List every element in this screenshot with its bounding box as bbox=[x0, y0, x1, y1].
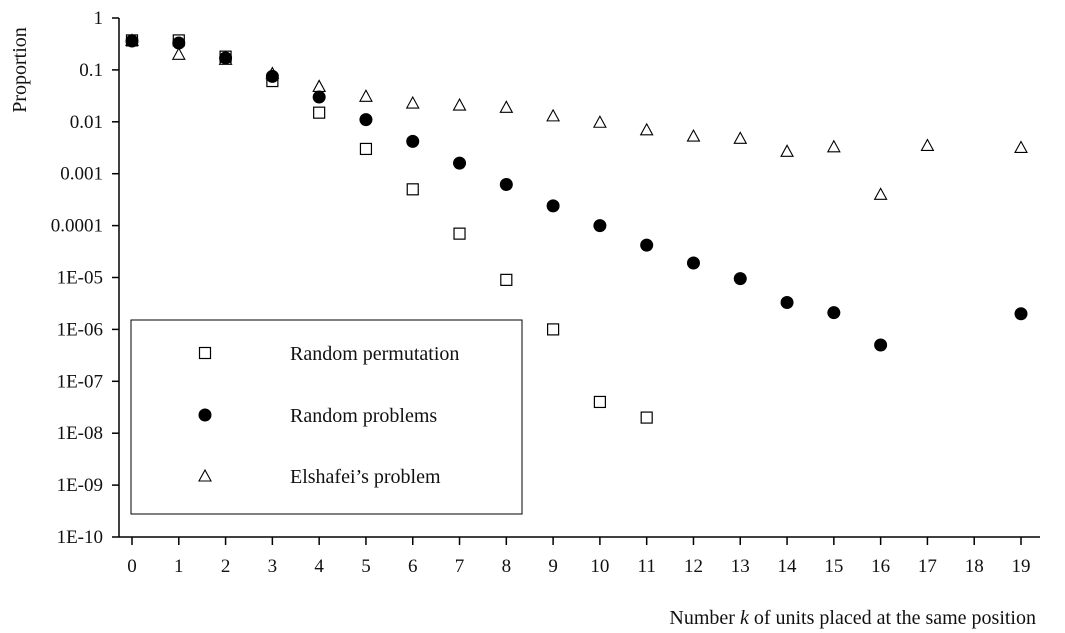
data-point bbox=[546, 199, 560, 213]
x-tick-label: 8 bbox=[502, 556, 512, 577]
data-point bbox=[359, 113, 373, 127]
x-tick-label: 3 bbox=[268, 556, 278, 577]
series-group bbox=[125, 33, 1028, 200]
legend-label: Random problems bbox=[290, 405, 437, 427]
x-tick-label: 5 bbox=[361, 556, 371, 577]
data-point bbox=[639, 122, 654, 136]
data-points bbox=[125, 33, 1028, 424]
data-point bbox=[686, 256, 700, 270]
legend: Random permutation Random problems Elshafe… bbox=[130, 319, 523, 515]
data-point bbox=[592, 115, 607, 128]
data-point bbox=[172, 36, 186, 50]
x-ticks: 0 1 2 3 4 5 6 7 8 9 10 11 12 13 14 15 16 17 18 19 bbox=[127, 537, 1031, 577]
y-ticks: 1 0.1 0.01 0.001 0.0001 1E-05 1E-06 1E-07 1E-08 1… bbox=[51, 8, 119, 548]
x-tick-label: 0 bbox=[127, 556, 137, 577]
legend-box bbox=[130, 319, 523, 515]
data-point bbox=[920, 138, 935, 152]
x-tick-label: 15 bbox=[824, 556, 843, 577]
x-tick-label: 14 bbox=[778, 556, 798, 577]
data-point bbox=[593, 219, 607, 233]
x-tick-label: 19 bbox=[1012, 556, 1031, 577]
x-axis-label-variable: k bbox=[740, 607, 750, 629]
y-tick-label: 0.01 bbox=[70, 112, 103, 133]
data-point bbox=[640, 238, 654, 252]
data-point bbox=[499, 177, 513, 191]
data-point bbox=[547, 323, 560, 336]
x-tick-label: 1 bbox=[174, 556, 184, 577]
legend-label: Random permutation bbox=[290, 343, 459, 365]
y-tick-label: 0.0001 bbox=[51, 216, 103, 237]
y-tick-label: 1E-10 bbox=[57, 527, 103, 548]
data-point bbox=[359, 89, 373, 102]
y-tick-label: 1E-09 bbox=[57, 475, 103, 496]
data-point bbox=[733, 131, 748, 144]
x-tick-label: 2 bbox=[221, 556, 231, 577]
x-axis-label-suffix: of units placed at the same position bbox=[749, 607, 1036, 629]
data-point bbox=[125, 34, 139, 48]
x-tick-label: 9 bbox=[548, 556, 558, 577]
data-point bbox=[1014, 307, 1028, 321]
x-tick-label: 6 bbox=[408, 556, 418, 577]
data-point bbox=[452, 97, 467, 111]
data-point bbox=[826, 139, 841, 153]
y-tick-label: 1 bbox=[94, 8, 104, 29]
legend-items: Random permutation Random problems Elshafe… bbox=[198, 343, 459, 488]
y-axis-label: Proportion bbox=[9, 27, 31, 113]
data-point bbox=[874, 338, 888, 352]
data-point bbox=[780, 144, 794, 157]
data-point bbox=[640, 411, 653, 424]
y-tick-label: 1E-05 bbox=[57, 268, 103, 289]
data-point bbox=[780, 295, 794, 309]
data-point bbox=[686, 128, 701, 142]
x-tick-label: 16 bbox=[871, 556, 890, 577]
y-tick-label: 1E-07 bbox=[57, 371, 103, 392]
data-point bbox=[453, 156, 467, 170]
legend-marker bbox=[198, 408, 212, 422]
x-tick-label: 17 bbox=[918, 556, 937, 577]
series-group bbox=[125, 34, 1028, 352]
data-point bbox=[219, 51, 233, 65]
x-axis-label: Number k of units placed at the same pos… bbox=[669, 607, 1036, 629]
y-tick-label: 0.001 bbox=[60, 164, 103, 185]
legend-label: Elshafei’s problem bbox=[290, 466, 441, 488]
legend-marker bbox=[198, 346, 212, 360]
y-tick-label: 0.1 bbox=[79, 60, 103, 81]
legend-marker bbox=[198, 468, 212, 482]
data-point bbox=[500, 273, 513, 286]
data-point bbox=[827, 306, 841, 320]
data-point bbox=[405, 95, 420, 109]
data-point bbox=[406, 183, 419, 196]
axes: 1 0.1 0.01 0.001 0.0001 1E-05 1E-06 1E-07 1E-08 1… bbox=[51, 8, 1040, 577]
data-point bbox=[265, 69, 279, 83]
data-point bbox=[313, 106, 326, 119]
data-point bbox=[499, 100, 514, 113]
x-tick-label: 18 bbox=[965, 556, 984, 577]
data-point bbox=[406, 134, 420, 148]
data-point bbox=[453, 227, 466, 240]
x-tick-label: 11 bbox=[638, 556, 656, 577]
x-tick-label: 12 bbox=[684, 556, 703, 577]
x-tick-label: 7 bbox=[455, 556, 465, 577]
data-point bbox=[312, 79, 327, 92]
x-axis-label-prefix: Number bbox=[669, 607, 740, 629]
data-point bbox=[171, 47, 186, 60]
x-tick-label: 4 bbox=[314, 556, 324, 577]
y-tick-label: 1E-08 bbox=[57, 423, 103, 444]
data-point bbox=[873, 187, 888, 200]
x-tick-label: 13 bbox=[731, 556, 750, 577]
data-point bbox=[312, 90, 326, 104]
data-point bbox=[593, 395, 606, 409]
data-point bbox=[733, 272, 747, 286]
y-tick-label: 1E-06 bbox=[57, 319, 103, 340]
data-point bbox=[546, 108, 561, 122]
data-point bbox=[1014, 140, 1028, 154]
data-point bbox=[359, 142, 373, 156]
x-tick-label: 10 bbox=[590, 556, 609, 577]
